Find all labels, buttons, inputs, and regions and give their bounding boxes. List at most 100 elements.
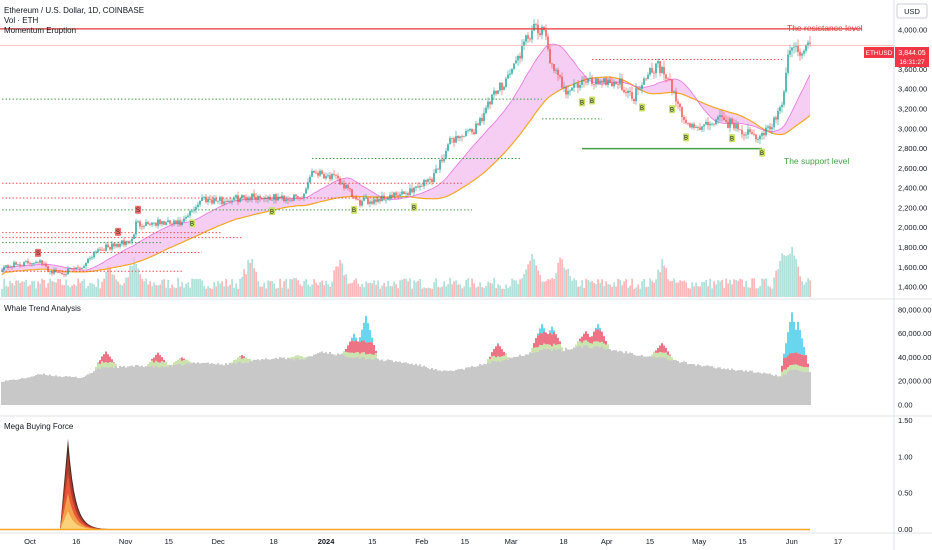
whale-bar bbox=[273, 358, 275, 405]
volume-bar bbox=[553, 278, 555, 297]
volume-bar bbox=[89, 282, 91, 297]
whale-bar bbox=[757, 372, 759, 405]
whale-bar bbox=[419, 364, 421, 405]
candle-body bbox=[611, 82, 613, 87]
candle-body bbox=[65, 274, 67, 276]
whale-bar-red bbox=[655, 350, 657, 353]
whale-bar bbox=[321, 351, 323, 405]
volume-bar bbox=[209, 288, 211, 297]
whale-bar-green bbox=[289, 357, 291, 359]
volume-bar bbox=[741, 279, 743, 297]
volume-bar bbox=[111, 274, 113, 297]
volume-bar bbox=[51, 281, 53, 297]
whale-bar bbox=[775, 374, 777, 405]
whale-trend-pane[interactable] bbox=[1, 312, 811, 405]
mega-buying-force-area bbox=[2, 438, 810, 530]
whale-bar-green bbox=[343, 351, 345, 355]
candle-body bbox=[203, 197, 205, 198]
volume-bar bbox=[295, 278, 297, 297]
candle-body bbox=[331, 174, 333, 180]
volume-bar bbox=[235, 283, 237, 297]
candle-body bbox=[461, 136, 463, 138]
candle-body bbox=[649, 68, 651, 75]
whale-bar bbox=[91, 372, 93, 405]
candle-body bbox=[757, 139, 759, 140]
candle-body bbox=[179, 220, 181, 225]
whale-bar bbox=[51, 375, 53, 405]
whale-bar-cyan bbox=[371, 337, 373, 343]
volume-bar bbox=[27, 286, 29, 297]
whale-bar bbox=[655, 357, 657, 405]
volume-bar bbox=[323, 285, 325, 297]
whale-bar-green bbox=[349, 352, 351, 358]
whale-bar-red bbox=[591, 336, 593, 344]
candle-body bbox=[75, 267, 77, 270]
candle-body bbox=[267, 196, 269, 199]
volume-bar bbox=[361, 283, 363, 297]
volume-bar bbox=[701, 282, 703, 297]
volume-bar bbox=[727, 283, 729, 297]
candle-body bbox=[505, 78, 507, 87]
whale-bar-green bbox=[165, 361, 167, 367]
volume-bar bbox=[167, 279, 169, 297]
candle-body bbox=[21, 265, 23, 267]
mega-buying-force-pane[interactable] bbox=[0, 438, 810, 531]
candle-body bbox=[409, 188, 411, 196]
volume-bar bbox=[445, 286, 447, 297]
volume-bar bbox=[47, 283, 49, 297]
candle-body bbox=[451, 138, 453, 139]
whale-bar bbox=[197, 362, 199, 405]
volume-bar bbox=[573, 278, 575, 297]
currency-button-label[interactable]: USD bbox=[904, 7, 920, 16]
volume-bar bbox=[67, 285, 69, 297]
volume-bar bbox=[283, 281, 285, 297]
volume-bar bbox=[199, 278, 201, 297]
candle-body bbox=[805, 45, 807, 51]
whale-bar-green bbox=[369, 353, 371, 359]
volume-bar bbox=[487, 281, 489, 297]
time-axis-label: 15 bbox=[646, 537, 654, 546]
volume-bar bbox=[759, 286, 761, 297]
whale-bar bbox=[579, 346, 581, 405]
whale-bar-green bbox=[543, 343, 545, 349]
whale-bar-cyan bbox=[365, 315, 367, 343]
volume-bar bbox=[185, 283, 187, 297]
candle-body bbox=[395, 192, 397, 196]
whale-bar bbox=[179, 363, 181, 405]
volume-bar bbox=[261, 286, 263, 297]
candle-body bbox=[421, 185, 423, 187]
candle-body bbox=[587, 78, 589, 83]
whale-bar-green bbox=[159, 362, 161, 368]
whale-bar-red bbox=[361, 340, 363, 353]
candle-body bbox=[709, 123, 711, 126]
whale-bar bbox=[343, 354, 345, 405]
whale-bar bbox=[565, 347, 567, 405]
volume-bar bbox=[441, 286, 443, 297]
candle-body bbox=[15, 262, 17, 265]
candle-body bbox=[31, 263, 33, 265]
volume-bar bbox=[265, 288, 267, 297]
whale-bar bbox=[617, 351, 619, 405]
currency-button[interactable] bbox=[896, 3, 928, 19]
candle-body bbox=[7, 265, 9, 268]
volume-bar bbox=[793, 255, 795, 297]
whale-bar bbox=[571, 349, 573, 405]
volume-bar bbox=[223, 286, 225, 297]
candle-body bbox=[145, 222, 147, 226]
whale-bar bbox=[143, 367, 145, 405]
signal-marker-label: B bbox=[670, 107, 674, 113]
volume-bar bbox=[465, 279, 467, 297]
candle-body bbox=[457, 136, 459, 139]
volume-bar bbox=[757, 288, 759, 297]
candle-body bbox=[511, 68, 513, 74]
candle-body bbox=[613, 81, 615, 87]
whale-bar-red bbox=[537, 335, 539, 348]
whale-bar bbox=[387, 359, 389, 405]
candle-body bbox=[769, 126, 771, 130]
volume-bar bbox=[603, 285, 605, 297]
whale-bar-red bbox=[797, 353, 799, 366]
whale-bar-green bbox=[351, 352, 353, 358]
volume-bar bbox=[191, 278, 193, 297]
